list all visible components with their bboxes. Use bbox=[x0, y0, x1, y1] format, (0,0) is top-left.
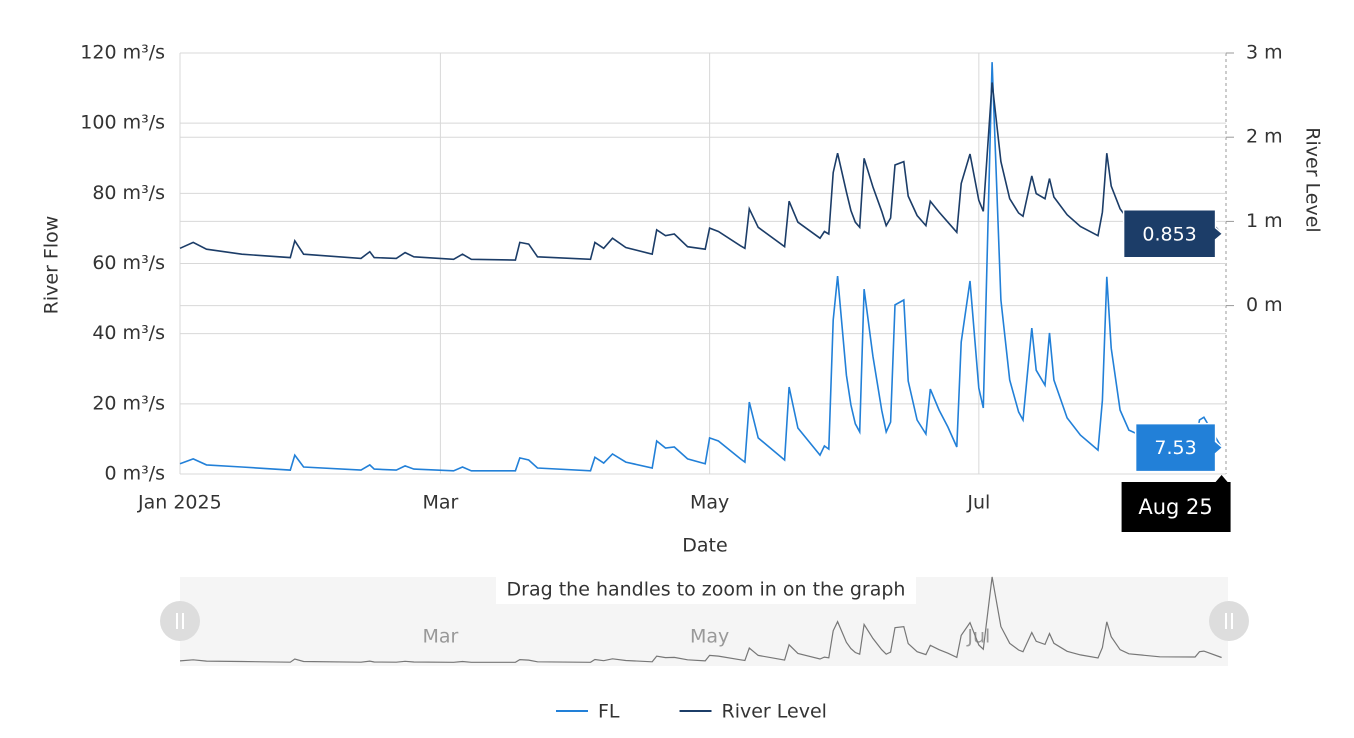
y-tick-label: 120 m³/s bbox=[80, 42, 165, 64]
y-tick-label: 80 m³/s bbox=[92, 182, 165, 204]
tooltip-value: 0.853 bbox=[1142, 223, 1196, 245]
tooltip-box bbox=[1134, 422, 1224, 473]
y-tick-label: 60 m³/s bbox=[92, 252, 165, 274]
y2-tick-label: 2 m bbox=[1246, 126, 1283, 148]
y2-tick-label: 3 m bbox=[1246, 42, 1283, 64]
y-tick-label: 0 m³/s bbox=[104, 463, 165, 485]
navigator-handle-right[interactable] bbox=[1209, 601, 1249, 641]
tooltip-x-label: Aug 25 bbox=[1138, 495, 1212, 519]
navigator-x-label: Mar bbox=[422, 626, 458, 648]
y-tick-label: 20 m³/s bbox=[92, 392, 165, 414]
x-axis-title: Date bbox=[682, 535, 727, 557]
tooltip-x-pointer bbox=[1215, 475, 1228, 482]
navigator-hint: Drag the handles to zoom in on the graph bbox=[507, 579, 906, 601]
tooltip-value: 7.53 bbox=[1154, 437, 1196, 459]
tooltip-x-box bbox=[1121, 482, 1231, 532]
y2-axis-title: River Level bbox=[1302, 127, 1324, 232]
x-tick-label: May bbox=[690, 492, 729, 514]
series-line bbox=[179, 62, 1223, 472]
x-tick-label: Jul bbox=[966, 492, 990, 514]
y-tick-label: 40 m³/s bbox=[92, 322, 165, 344]
navigator-hint-box bbox=[496, 576, 916, 604]
tooltip-box bbox=[1122, 209, 1224, 259]
x-tick-label: Mar bbox=[422, 492, 458, 514]
legend-label: FL bbox=[598, 701, 620, 723]
y2-tick-label: 1 m bbox=[1246, 210, 1283, 232]
y-axis-title: River Flow bbox=[41, 216, 63, 315]
navigator-handle-left[interactable] bbox=[160, 601, 200, 641]
x-tick-label: Jan 2025 bbox=[137, 492, 222, 514]
navigator-line bbox=[179, 576, 1222, 663]
series-line bbox=[179, 82, 1223, 261]
y-tick-label: 100 m³/s bbox=[80, 112, 165, 134]
navigator-x-label: May bbox=[690, 626, 729, 648]
y2-tick-label: 0 m bbox=[1246, 294, 1283, 316]
legend-label: River Level bbox=[722, 701, 827, 723]
